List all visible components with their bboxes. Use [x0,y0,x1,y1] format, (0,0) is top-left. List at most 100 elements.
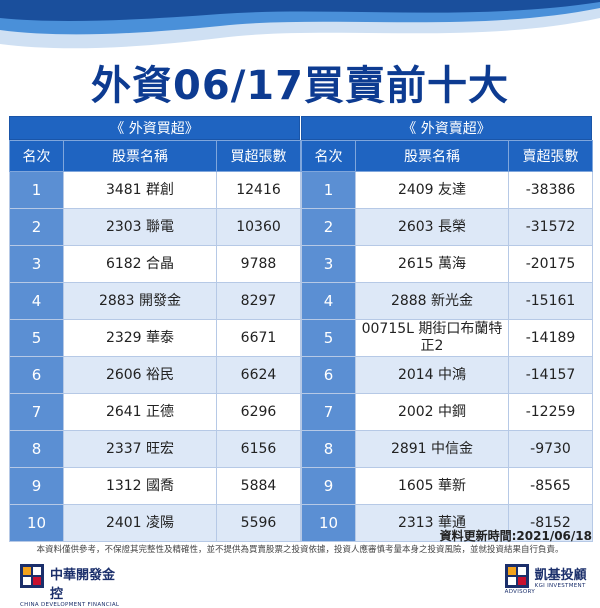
buy-cell-name: 2401 凌陽 [63,504,217,542]
sell-cell-value: -9730 [508,430,593,468]
buy-cell-rank: 3 [9,245,64,283]
sell-table-row: 3 2615 萬海 -20175 [301,245,593,283]
buy-cell-name: 2641 正德 [63,393,217,431]
sell-cell-value: -31572 [508,208,593,246]
sell-cell-value: -8152 [508,504,593,542]
sell-cell-name: 2615 萬海 [355,245,509,283]
sell-cell-rank: 9 [301,467,356,505]
sell-table-header-row: 名次 股票名稱 賣超張數 [301,140,593,172]
buy-cell-value: 5596 [216,504,301,542]
buy-table-row: 3 6182 合晶 9788 [9,245,301,283]
disclaimer-text: 本資料僅供參考，不保證其完整性及精確性，並不提供為買賣股票之投資依據，投資人應審… [36,545,564,555]
sell-cell-name: 2891 中信金 [355,430,509,468]
sell-cell-value: -14189 [508,319,593,357]
sell-header-value: 賣超張數 [508,140,593,172]
buy-cell-rank: 2 [9,208,64,246]
buy-table-header-row: 名次 股票名稱 買超張數 [9,140,301,172]
sell-cell-name: 2888 新光金 [355,282,509,320]
sell-cell-value: -20175 [508,245,593,283]
page-title: 外資06/17買賣前十大 [91,63,509,109]
buy-cell-rank: 8 [9,430,64,468]
footer: 中華開發金控 CHINA DEVELOPMENT FINANCIAL 凱基投顧 … [0,556,600,608]
buy-table-row: 7 2641 正德 6296 [9,393,301,431]
buy-header-rank: 名次 [9,140,64,172]
sell-table-row: 6 2014 中鴻 -14157 [301,356,593,394]
kgi-logo: 凱基投顧 KGI INVESTMENT ADVISORY [504,564,588,595]
buy-cell-name: 2329 華泰 [63,319,217,357]
sell-cell-name: 2603 長榮 [355,208,509,246]
buy-panel: 《 外資買超》 名次 股票名稱 買超張數 1 3481 群創 12416 2 2303 … [9,116,301,542]
buy-cell-name: 3481 群創 [63,171,217,209]
buy-cell-rank: 5 [9,319,64,357]
buy-cell-value: 12416 [216,171,301,209]
buy-cell-rank: 7 [9,393,64,431]
sell-cell-rank: 7 [301,393,356,431]
buy-cell-rank: 1 [9,171,64,209]
sell-table-row: 2 2603 長榮 -31572 [301,208,593,246]
buy-cell-value: 6671 [216,319,301,357]
buy-cell-value: 6296 [216,393,301,431]
buy-cell-value: 6624 [216,356,301,394]
buy-table-row: 1 3481 群創 12416 [9,171,301,209]
sell-cell-value: -8565 [508,467,593,505]
buy-cell-value: 10360 [216,208,301,246]
buy-cell-name: 2883 開發金 [63,282,217,320]
buy-table-row: 8 2337 旺宏 6156 [9,430,301,468]
sell-cell-rank: 2 [301,208,356,246]
sell-header-name: 股票名稱 [355,140,509,172]
buy-table-row: 9 1312 國喬 5884 [9,467,301,505]
sell-table-row: 10 2313 華通 -8152 [301,504,593,542]
sell-table-row: 1 2409 友達 -38386 [301,171,593,209]
buy-table-row: 2 2303 聯電 10360 [9,208,301,246]
buy-header-name: 股票名稱 [63,140,217,172]
sell-table-row: 7 2002 中鋼 -12259 [301,393,593,431]
sell-table-row: 8 2891 中信金 -9730 [301,430,593,468]
buy-cell-name: 2337 旺宏 [63,430,217,468]
sell-table: 名次 股票名稱 賣超張數 1 2409 友達 -38386 2 2603 長榮 -3157… [301,140,593,542]
sell-cell-name: 2409 友達 [355,171,509,209]
kgi-logo-name: 凱基投顧 [534,568,587,583]
sell-cell-rank: 1 [301,171,356,209]
buy-table: 名次 股票名稱 買超張數 1 3481 群創 12416 2 2303 聯電 10360 3… [9,140,301,542]
sell-cell-rank: 5 [301,319,356,357]
buy-cell-name: 2606 裕民 [63,356,217,394]
sell-cell-value: -14157 [508,356,593,394]
buy-cell-name: 2303 聯電 [63,208,217,246]
sell-cell-name: 2002 中鋼 [355,393,509,431]
sell-cell-name: 2014 中鴻 [355,356,509,394]
sell-cell-rank: 8 [301,430,356,468]
update-time: 資料更新時間:2021/06/18 [439,529,592,543]
buy-cell-rank: 6 [9,356,64,394]
sell-cell-name: 00715L 期街口布蘭特正2 [355,319,509,357]
sell-table-row: 9 1605 華新 -8565 [301,467,593,505]
buy-table-row: 5 2329 華泰 6671 [9,319,301,357]
buy-cell-name: 6182 合晶 [63,245,217,283]
cdf-logo-sub: CHINA DEVELOPMENT FINANCIAL [20,602,120,608]
sell-header-rank: 名次 [301,140,356,172]
buy-cell-value: 5884 [216,467,301,505]
cdf-logo-name: 中華開發金控 [50,568,116,602]
buy-table-row: 4 2883 開發金 8297 [9,282,301,320]
sell-table-row: 4 2888 新光金 -15161 [301,282,593,320]
buy-cell-rank: 4 [9,282,64,320]
sell-table-row: 5 00715L 期街口布蘭特正2 -14189 [301,319,593,357]
sell-cell-name: 1605 華新 [355,467,509,505]
cdf-logo: 中華開發金控 CHINA DEVELOPMENT FINANCIAL [20,564,119,608]
header-swoosh-decoration [0,0,600,49]
cdf-logo-icon [20,564,44,588]
buy-table-row: 6 2606 裕民 6624 [9,356,301,394]
sell-cell-rank: 3 [301,245,356,283]
sell-cell-rank: 10 [301,504,356,542]
buy-cell-value: 6156 [216,430,301,468]
buy-cell-value: 9788 [216,245,301,283]
sell-cell-value: -12259 [508,393,593,431]
buy-cell-name: 1312 國喬 [63,467,217,505]
sell-panel: 《 外資賣超》 名次 股票名稱 賣超張數 1 2409 友達 -38386 2 2603… [301,116,593,542]
buy-cell-rank: 10 [9,504,64,542]
kgi-logo-icon [504,564,529,588]
buy-section-title: 《 外資買超》 [9,116,300,140]
buy-cell-rank: 9 [9,467,64,505]
buy-header-value: 買超張數 [216,140,301,172]
sell-section-title: 《 外資賣超》 [301,116,592,140]
buy-cell-value: 8297 [216,282,301,320]
